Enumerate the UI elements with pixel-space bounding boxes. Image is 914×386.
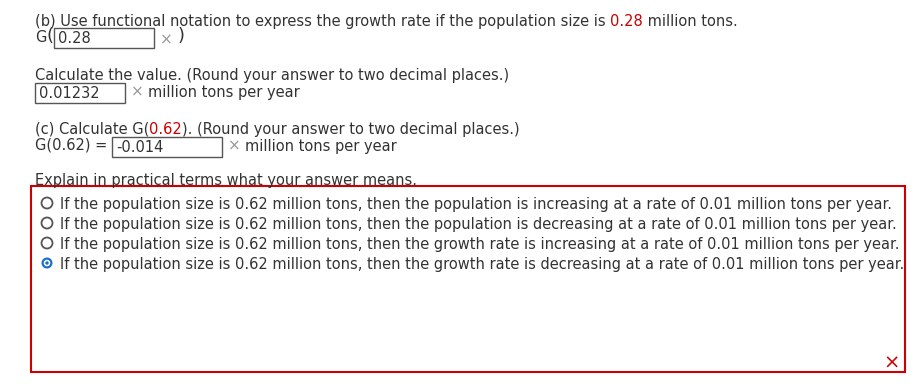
Circle shape: [41, 257, 52, 269]
Text: ). (Round your answer to two decimal places.): ). (Round your answer to two decimal pla…: [182, 122, 520, 137]
Text: ×: ×: [228, 139, 240, 154]
Text: (: (: [47, 27, 53, 45]
Text: 0.62: 0.62: [149, 122, 182, 137]
FancyBboxPatch shape: [112, 137, 222, 157]
Text: 0.01232: 0.01232: [39, 86, 100, 101]
Text: Calculate the value. (Round your answer to two decimal places.): Calculate the value. (Round your answer …: [35, 68, 509, 83]
Text: Explain in practical terms what your answer means.: Explain in practical terms what your ans…: [35, 173, 417, 188]
FancyBboxPatch shape: [54, 28, 154, 48]
Text: If the population size is 0.62 million tons, then the population is increasing a: If the population size is 0.62 million t…: [59, 197, 891, 212]
Text: 0.28: 0.28: [611, 14, 643, 29]
Text: (b) Use functional notation to express the growth rate if the population size is: (b) Use functional notation to express t…: [35, 14, 611, 29]
Text: G(0.62) =: G(0.62) =: [35, 137, 112, 152]
Text: G: G: [35, 30, 47, 45]
Text: ×: ×: [160, 32, 173, 47]
FancyBboxPatch shape: [31, 186, 905, 372]
FancyBboxPatch shape: [35, 83, 125, 103]
Text: If the population size is 0.62 million tons, then the growth rate is increasing : If the population size is 0.62 million t…: [59, 237, 899, 252]
Circle shape: [44, 260, 50, 266]
Circle shape: [41, 198, 52, 208]
Text: million tons.: million tons.: [643, 14, 738, 29]
Text: If the population size is 0.62 million tons, then the population is decreasing a: If the population size is 0.62 million t…: [59, 217, 897, 232]
Circle shape: [46, 261, 48, 265]
Text: 0.28: 0.28: [58, 31, 91, 46]
Text: ): ): [177, 27, 184, 45]
Text: -0.014: -0.014: [116, 140, 164, 155]
Circle shape: [41, 237, 52, 249]
Text: million tons per year: million tons per year: [148, 85, 300, 100]
Text: million tons per year: million tons per year: [245, 139, 397, 154]
Text: ×: ×: [883, 354, 899, 373]
Text: If the population size is 0.62 million tons, then the growth rate is decreasing : If the population size is 0.62 million t…: [59, 257, 904, 272]
Text: ×: ×: [131, 85, 143, 100]
Circle shape: [41, 217, 52, 229]
Text: (c) Calculate G(: (c) Calculate G(: [35, 122, 149, 137]
